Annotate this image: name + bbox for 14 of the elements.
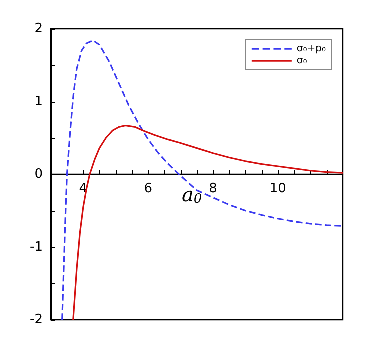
x-tick-label: 8	[209, 182, 218, 196]
y-tick-label: -1	[30, 240, 43, 255]
legend-label: σ₀	[296, 56, 308, 66]
x-axis-title: a0	[182, 182, 202, 207]
y-tick-label: 1	[34, 94, 43, 110]
y-tick-label: 2	[34, 22, 43, 36]
y-tick-label: 0	[34, 167, 43, 182]
x-tick-label: 4	[79, 182, 88, 196]
x-tick-label: 10	[270, 182, 286, 196]
line-series	[72, 124, 344, 321]
line-series	[62, 40, 344, 321]
legend-label: σ₀+p₀	[296, 44, 326, 54]
y-tick-label: -2	[30, 312, 43, 328]
x-tick-label: 6	[144, 182, 152, 196]
